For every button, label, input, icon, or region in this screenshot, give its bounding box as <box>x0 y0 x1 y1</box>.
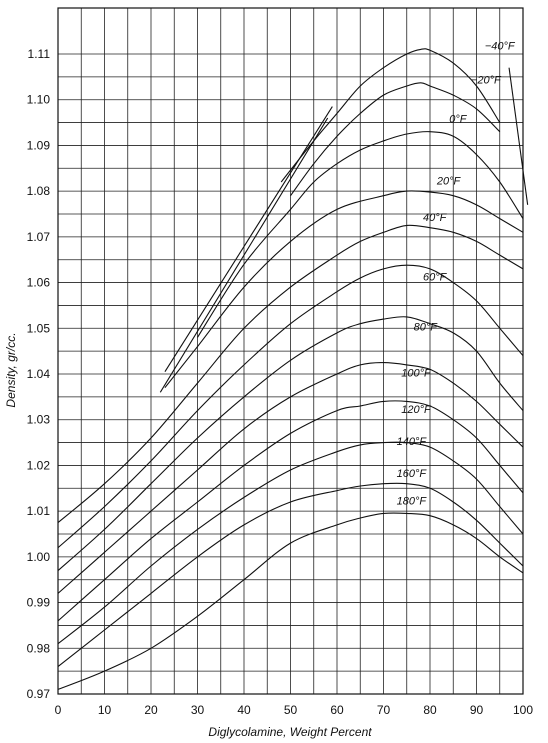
series-line <box>57 512 524 690</box>
series-label: 60°F <box>423 271 448 283</box>
series-line <box>57 400 524 622</box>
series-label: 160°F <box>397 468 428 480</box>
y-tick-label: 1.02 <box>27 458 51 472</box>
y-tick-label: 1.09 <box>27 138 51 152</box>
y-tick-label: 0.97 <box>27 687 51 701</box>
y-tick-labels: 0.97 0.98 0.99 1.00 1.01 1.02 1.03 1.04 1.05 1.06… <box>27 47 51 701</box>
series-line <box>57 441 524 645</box>
y-tick-label: 1.08 <box>27 184 51 198</box>
x-tick-label: 30 <box>191 703 205 717</box>
y-axis-label: Density, gr/cc. <box>4 332 18 407</box>
series-label: 140°F <box>397 436 428 448</box>
y-tick-label: 0.98 <box>27 641 51 655</box>
series-line <box>57 264 524 549</box>
y-tick-label: 1.10 <box>27 93 51 107</box>
x-tick-labels: 0 10 20 30 40 50 60 70 80 90 100 <box>55 703 534 717</box>
y-tick-label: 1.04 <box>27 367 51 381</box>
x-tick-label: 100 <box>513 703 533 717</box>
y-tick-label: 1.03 <box>27 413 51 427</box>
y-tick-label: 1.05 <box>27 321 51 335</box>
series-label: 80°F <box>414 322 439 334</box>
series-label: 20°F <box>436 175 462 187</box>
boundary-line <box>159 117 329 393</box>
x-tick-label: 10 <box>98 703 112 717</box>
x-tick-label: 0 <box>55 703 62 717</box>
y-tick-label: 1.00 <box>27 550 51 564</box>
series-line <box>290 82 501 197</box>
series-line <box>57 482 524 668</box>
y-tick-label: 1.01 <box>27 504 51 518</box>
x-tick-label: 80 <box>423 703 437 717</box>
series-lines <box>57 48 524 690</box>
series-line <box>57 316 524 572</box>
y-tick-label: 1.07 <box>27 230 51 244</box>
x-tick-label: 50 <box>284 703 298 717</box>
chart-grid <box>58 8 523 694</box>
x-tick-label: 60 <box>330 703 344 717</box>
series-label: 100°F <box>401 367 432 379</box>
series-label: −20°F <box>471 75 502 87</box>
y-tick-label: 0.99 <box>27 596 51 610</box>
plot-frame <box>57 7 524 695</box>
boundary-line <box>508 67 529 205</box>
series-label: 120°F <box>401 404 432 416</box>
x-axis-label: Diglycolamine, Weight Percent <box>208 725 372 739</box>
series-label: 40°F <box>423 212 448 224</box>
series-labels: −40°F −20°F 0°F 20°F 40°F 60°F 80°F 100°F 120°F 1… <box>397 40 516 507</box>
series-line <box>280 48 501 183</box>
series-label: 0°F <box>449 114 468 126</box>
series-label: 180°F <box>397 495 428 507</box>
x-tick-label: 20 <box>144 703 158 717</box>
series-line <box>57 362 524 594</box>
x-tick-label: 70 <box>377 703 391 717</box>
series-line <box>164 190 524 389</box>
series-label: −40°F <box>485 40 516 52</box>
boundary-line <box>164 106 333 373</box>
boundary-lines <box>159 67 529 393</box>
series-line <box>197 131 524 338</box>
y-tick-label: 1.11 <box>28 47 51 61</box>
y-tick-label: 1.06 <box>27 276 51 290</box>
series-line <box>57 224 524 524</box>
x-tick-label: 90 <box>470 703 484 717</box>
x-tick-label: 40 <box>237 703 251 717</box>
